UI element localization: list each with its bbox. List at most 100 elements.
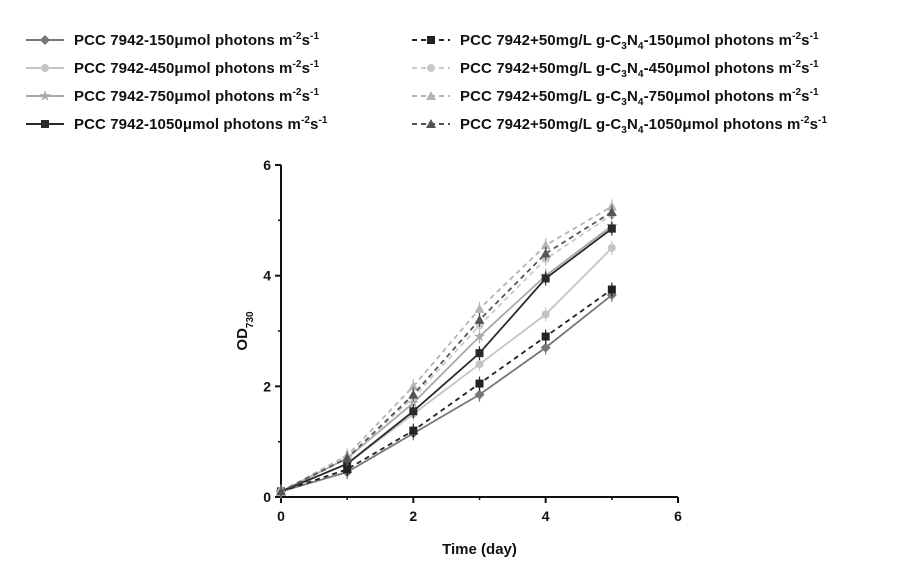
series-5 (277, 282, 616, 499)
legend-label-superscript: -2 (792, 30, 802, 42)
legend-label-text: s (301, 87, 311, 105)
legend-label-superscript: -2 (292, 58, 302, 70)
legend-label-subscript: 4 (637, 68, 644, 80)
legend-marker (41, 120, 49, 128)
legend-label-subscript: 3 (621, 96, 627, 108)
legend-label: PCC 7942+50mg/L g-C3N4-450μmol photons m… (460, 58, 819, 80)
legend-label-text: PCC 7942+50mg/L g-C (460, 87, 622, 105)
data-point (540, 240, 551, 250)
legend-label-superscript: -2 (792, 86, 802, 98)
x-tick-label: 0 (277, 508, 285, 524)
legend-label-subscript: 3 (621, 124, 627, 136)
legend-item: PCC 7942-1050μmol photons m-2s-1 (22, 113, 328, 135)
legend-symbol (26, 120, 64, 128)
series-line (280, 214, 613, 493)
legend-marker (427, 36, 435, 44)
legend-label-superscript: -1 (318, 114, 328, 126)
axes: 0 2 4 6 0 2 4 6 Time (day) OD730 (234, 157, 682, 558)
legend-symbol (26, 35, 64, 45)
data-point (607, 224, 616, 233)
legend-label-superscript: -1 (310, 30, 320, 42)
data-point (473, 330, 486, 342)
legend-label-subscript: 4 (637, 40, 644, 52)
legend-label-text: -150μmol photons m (643, 31, 793, 49)
legend-label-superscript: -1 (310, 86, 320, 98)
legend-label-superscript: -1 (809, 86, 819, 98)
legend-symbol (26, 64, 64, 72)
legend-label-superscript: -2 (792, 58, 802, 70)
legend-item: PCC 7942+50mg/L g-C3N4-1050μmol photons … (408, 113, 827, 135)
legend-label-superscript: -2 (300, 114, 311, 126)
chart-legend: PCC 7942-150μmol photons m-2s-1 PCC 7942-… (0, 0, 921, 150)
data-point (474, 314, 485, 324)
data-point (342, 453, 353, 463)
legend-label-text: PCC 7942+50mg/L g-C (460, 59, 622, 77)
legend-label-subscript: 4 (637, 124, 644, 136)
x-tick-label: 2 (409, 508, 417, 524)
data-point (541, 274, 550, 283)
legend-marker (40, 35, 50, 45)
series-1 (276, 288, 617, 499)
legend-label-superscript: -1 (809, 58, 819, 70)
data-point (541, 332, 550, 341)
data-point (475, 379, 484, 388)
legend-label-text: s (801, 31, 810, 49)
legend-symbol (26, 90, 64, 101)
legend-item: PCC 7942+50mg/L g-C3N4-450μmol photons m… (408, 57, 819, 79)
legend-label-superscript: -1 (809, 30, 819, 42)
series-line (280, 288, 613, 493)
data-point (606, 207, 617, 217)
data-point (474, 303, 485, 313)
legend-label-subscript: 4 (637, 96, 644, 108)
legend-label-subscript: 3 (621, 40, 627, 52)
legend-item: PCC 7942-450μmol photons m-2s-1 (22, 57, 319, 79)
series-line (280, 294, 613, 493)
legend-item: PCC 7942-150μmol photons m-2s-1 (22, 29, 319, 51)
y-axis-title: OD730 (234, 311, 256, 351)
series-6 (277, 207, 616, 499)
series-8 (276, 205, 617, 499)
legend-label-text: -750μmol photons m (643, 87, 793, 105)
data-point (540, 342, 551, 353)
legend-label: PCC 7942-750μmol photons m-2s-1 (74, 86, 320, 105)
legend-label-text: N (626, 59, 638, 77)
y-tick-label: 4 (263, 268, 271, 284)
data-point (276, 486, 286, 496)
legend-label-text: s (301, 31, 311, 49)
data-point (475, 349, 484, 358)
legend-label: PCC 7942-150μmol photons m-2s-1 (74, 30, 320, 49)
legend-label: PCC 7942+50mg/L g-C3N4-150μmol photons m… (460, 30, 819, 52)
legend-symbol (412, 119, 450, 128)
data-point (607, 244, 616, 252)
data-point (474, 389, 485, 400)
legend-label: PCC 7942-450μmol photons m-2s-1 (74, 58, 319, 77)
legend-label-text: s (301, 59, 311, 77)
series-line (280, 225, 613, 493)
legend-label-text: PCC 7942-750μmol photons m (74, 87, 293, 105)
legend-marker (426, 91, 436, 100)
legend-symbol (412, 36, 450, 44)
x-axis-title: Time (day) (442, 541, 517, 558)
legend-item: PCC 7942-750μmol photons m-2s-1 (22, 85, 319, 107)
legend-label-text: -450μmol photons m (643, 59, 793, 77)
data-point (541, 310, 550, 319)
legend-label-subscript: 3 (621, 68, 627, 80)
legend-label-text: s (801, 59, 810, 77)
data-point (540, 248, 551, 258)
y-tick-label: 2 (263, 378, 271, 394)
legend-marker (426, 119, 436, 128)
data-point (409, 407, 418, 416)
data-point (607, 285, 616, 294)
legend-label-text: -1050μmol photons m (643, 115, 801, 133)
series-line (280, 227, 613, 493)
legend-symbol (412, 91, 450, 100)
y-tick-label: 0 (263, 489, 271, 505)
legend-label: PCC 7942+50mg/L g-C3N4-1050μmol photons … (460, 114, 828, 136)
legend-item: PCC 7942+50mg/L g-C3N4-150μmol photons m… (408, 29, 819, 51)
legend-symbol (412, 64, 450, 72)
legend-marker (427, 64, 435, 72)
legend-label-superscript: -1 (818, 114, 828, 126)
series-7 (276, 199, 617, 499)
legend-label-superscript: -2 (292, 86, 302, 98)
legend-label-text: PCC 7942-150μmol photons m (74, 31, 293, 49)
